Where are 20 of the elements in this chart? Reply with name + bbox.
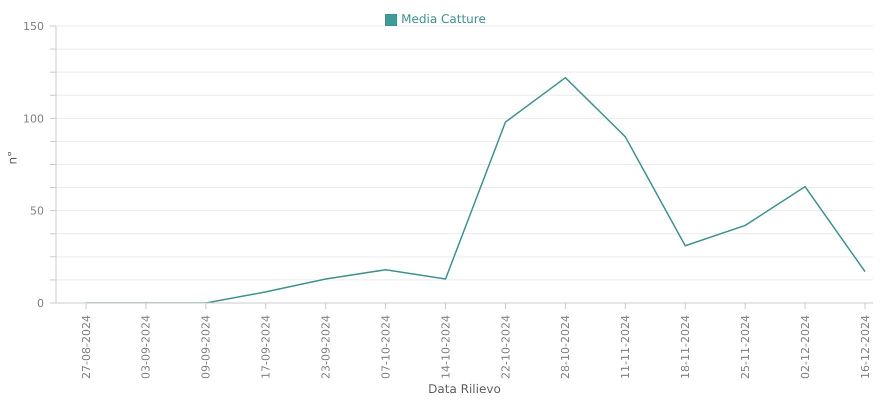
x-tick-label: 25-11-2024 <box>738 315 752 379</box>
x-tick-label: 27-08-2024 <box>80 315 93 379</box>
x-tick-label: 28-10-2024 <box>559 315 572 379</box>
y-tick-label: 0 <box>37 297 44 310</box>
y-tick-label: 50 <box>30 204 44 218</box>
x-tick-label: 23-09-2024 <box>320 315 332 379</box>
legend-label: Media Catture <box>401 12 486 26</box>
x-tick-label: 16-12-2024 <box>858 315 872 379</box>
x-axis-title: Data Rilievo <box>428 382 501 396</box>
x-tick-label: 14-10-2024 <box>439 315 452 379</box>
x-tick-label: 07-10-2024 <box>379 315 392 379</box>
x-tick-label: 11-11-2024 <box>619 315 632 379</box>
y-tick-label: 100 <box>23 112 44 126</box>
x-tick-label: 09-09-2024 <box>200 315 213 379</box>
x-tick-label: 22-10-2024 <box>499 315 512 379</box>
x-tick-label: 02-12-2024 <box>798 315 812 379</box>
x-tick-label: 03-09-2024 <box>140 315 153 379</box>
x-tick-label: 17-09-2024 <box>260 315 273 379</box>
x-tick-label: 18-11-2024 <box>679 315 692 379</box>
y-tick-label: 150 <box>23 20 44 33</box>
